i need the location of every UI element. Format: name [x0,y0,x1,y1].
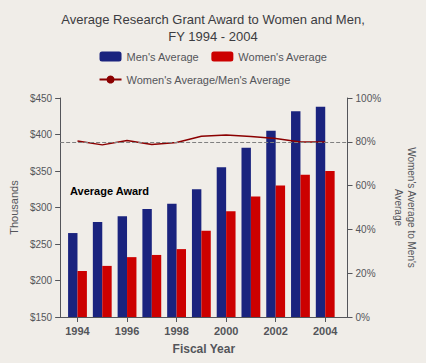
svg-text:$150: $150 [30,312,53,323]
svg-text:$400: $400 [30,129,53,140]
svg-text:2002: 2002 [263,325,287,337]
svg-text:$200: $200 [30,275,53,286]
svg-text:Fiscal Year: Fiscal Year [173,342,236,356]
svg-text:2004: 2004 [313,325,338,337]
svg-text:$350: $350 [30,166,53,177]
svg-text:0%: 0% [356,312,371,323]
svg-text:$450: $450 [30,93,53,104]
svg-text:$250: $250 [30,239,53,250]
svg-text:$300: $300 [30,202,53,213]
svg-text:1998: 1998 [164,325,188,337]
svg-text:20%: 20% [356,268,376,279]
svg-text:Average Research Grant Award t: Average Research Grant Award to Women an… [61,12,365,27]
svg-text:80%: 80% [356,136,376,147]
svg-text:Men's Average: Men's Average [127,51,199,63]
svg-text:Average Award: Average Award [70,185,149,197]
svg-text:Women's Average: Women's Average [238,51,327,63]
svg-text:2000: 2000 [214,325,238,337]
svg-text:FY 1994 - 2004: FY 1994 - 2004 [168,29,257,44]
svg-text:60%: 60% [356,180,376,191]
svg-text:1996: 1996 [115,325,139,337]
svg-text:Average: Average [393,189,404,227]
svg-text:40%: 40% [356,224,376,235]
svg-text:100%: 100% [356,93,382,104]
svg-text:1994: 1994 [65,325,90,337]
svg-text:Women's Average/Men's Average: Women's Average/Men's Average [127,74,291,86]
svg-text:Thousands: Thousands [8,180,20,235]
svg-text:Women's Average to Men's: Women's Average to Men's [406,147,417,268]
